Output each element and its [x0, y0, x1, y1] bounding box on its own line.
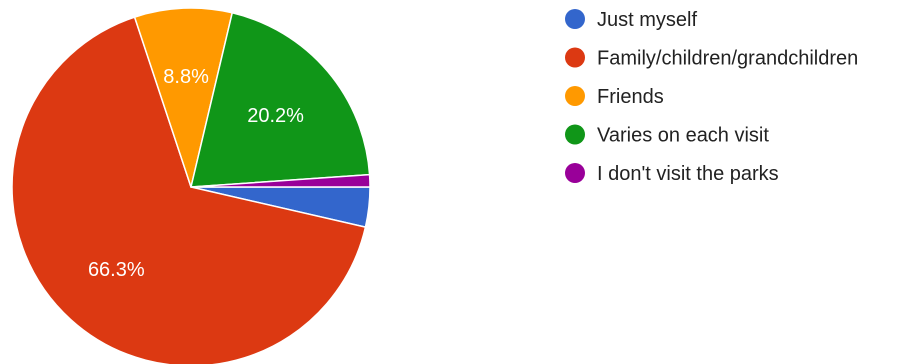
pie-slice-labels: 66.3% 8.8% 20.2% [88, 66, 304, 281]
legend-item-just-myself: Just myself [565, 9, 697, 31]
legend-label: Varies on each visit [597, 125, 769, 147]
legend-swatch [565, 163, 585, 183]
slice-label-varies-on-each-visit: 20.2% [247, 105, 304, 127]
pie-slice-varies-on-each-visit [190, 12, 371, 188]
legend-swatch [565, 9, 585, 29]
slice-label-family-children-grandchildren: 66.3% [88, 259, 145, 281]
pie-slice-family-children-grandchildren [11, 16, 367, 364]
legend-item-varies-on-each-visit: Varies on each visit [565, 124, 769, 147]
legend-item-family-children-grandchildren: Family/children/grandchildren [565, 47, 858, 70]
pie-slice-friends [133, 7, 233, 188]
legend-label: Just myself [597, 9, 697, 31]
legend-label: Friends [597, 86, 664, 108]
legend: Just myself Family/children/grandchildren… [565, 9, 858, 185]
pie-slices [11, 7, 371, 364]
slice-label-friends: 8.8% [163, 66, 209, 88]
legend-item-friends: Friends [565, 86, 664, 108]
legend-swatch [565, 86, 585, 106]
pie-slice-i-don-t-visit-the-parks [190, 173, 371, 188]
legend-item-i-don-t-visit-the-parks: I don't visit the parks [565, 163, 779, 185]
legend-label: Family/children/grandchildren [597, 48, 858, 70]
legend-label: I don't visit the parks [597, 163, 779, 185]
legend-swatch [565, 47, 585, 68]
legend-swatch [565, 124, 585, 145]
